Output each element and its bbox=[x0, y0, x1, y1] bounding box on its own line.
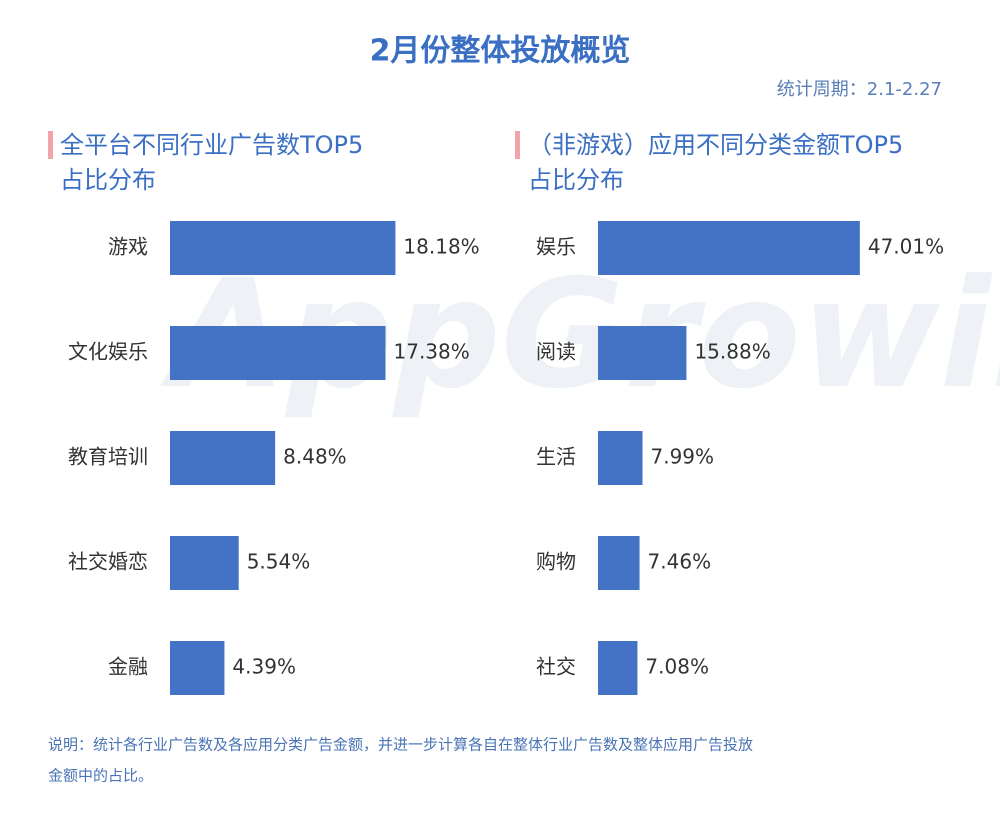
period: 统计周期：2.1-2.27 bbox=[777, 79, 942, 100]
note: 说明：统计各行业广告数及各应用分类广告金额，并进一步计算各自在整体行业广告数及整… bbox=[48, 736, 753, 754]
bar bbox=[598, 431, 643, 485]
note: 金额中的占比。 bbox=[48, 767, 153, 785]
category-label: 教育培训 bbox=[68, 445, 148, 469]
bar bbox=[598, 221, 860, 275]
chart-title: 全平台不同行业广告数TOP5 bbox=[60, 131, 363, 159]
bar bbox=[598, 326, 687, 380]
value-label: 5.54% bbox=[247, 550, 311, 574]
bar bbox=[598, 641, 638, 695]
value-label: 18.18% bbox=[403, 235, 479, 259]
header-accent bbox=[515, 131, 520, 159]
category-label: 文化娱乐 bbox=[68, 340, 148, 364]
category-label: 阅读 bbox=[536, 340, 576, 364]
value-label: 15.88% bbox=[694, 340, 770, 364]
category-label: 金融 bbox=[108, 655, 148, 679]
value-label: 47.01% bbox=[868, 235, 944, 259]
chart-title: 占比分布 bbox=[60, 166, 156, 194]
bar bbox=[170, 221, 396, 275]
bar bbox=[170, 641, 225, 695]
bar bbox=[170, 431, 276, 485]
value-label: 17.38% bbox=[394, 340, 470, 364]
value-label: 4.39% bbox=[232, 655, 296, 679]
bar bbox=[598, 536, 640, 590]
category-label: 社交 bbox=[536, 655, 576, 679]
category-label: 社交婚恋 bbox=[68, 550, 148, 574]
value-label: 7.08% bbox=[645, 655, 709, 679]
category-label: 娱乐 bbox=[536, 235, 576, 259]
category-label: 游戏 bbox=[108, 235, 148, 259]
value-label: 7.46% bbox=[648, 550, 712, 574]
value-label: 7.99% bbox=[651, 445, 715, 469]
value-label: 8.48% bbox=[283, 445, 347, 469]
chart-title: （非游戏）应用不同分类金额TOP5 bbox=[528, 131, 903, 159]
header-accent bbox=[48, 131, 53, 159]
page-title: 2月份整体投放概览 bbox=[370, 34, 631, 69]
chart-title: 占比分布 bbox=[528, 166, 624, 194]
category-label: 生活 bbox=[536, 445, 576, 469]
bar bbox=[170, 326, 386, 380]
bar bbox=[170, 536, 239, 590]
category-label: 购物 bbox=[536, 550, 576, 574]
